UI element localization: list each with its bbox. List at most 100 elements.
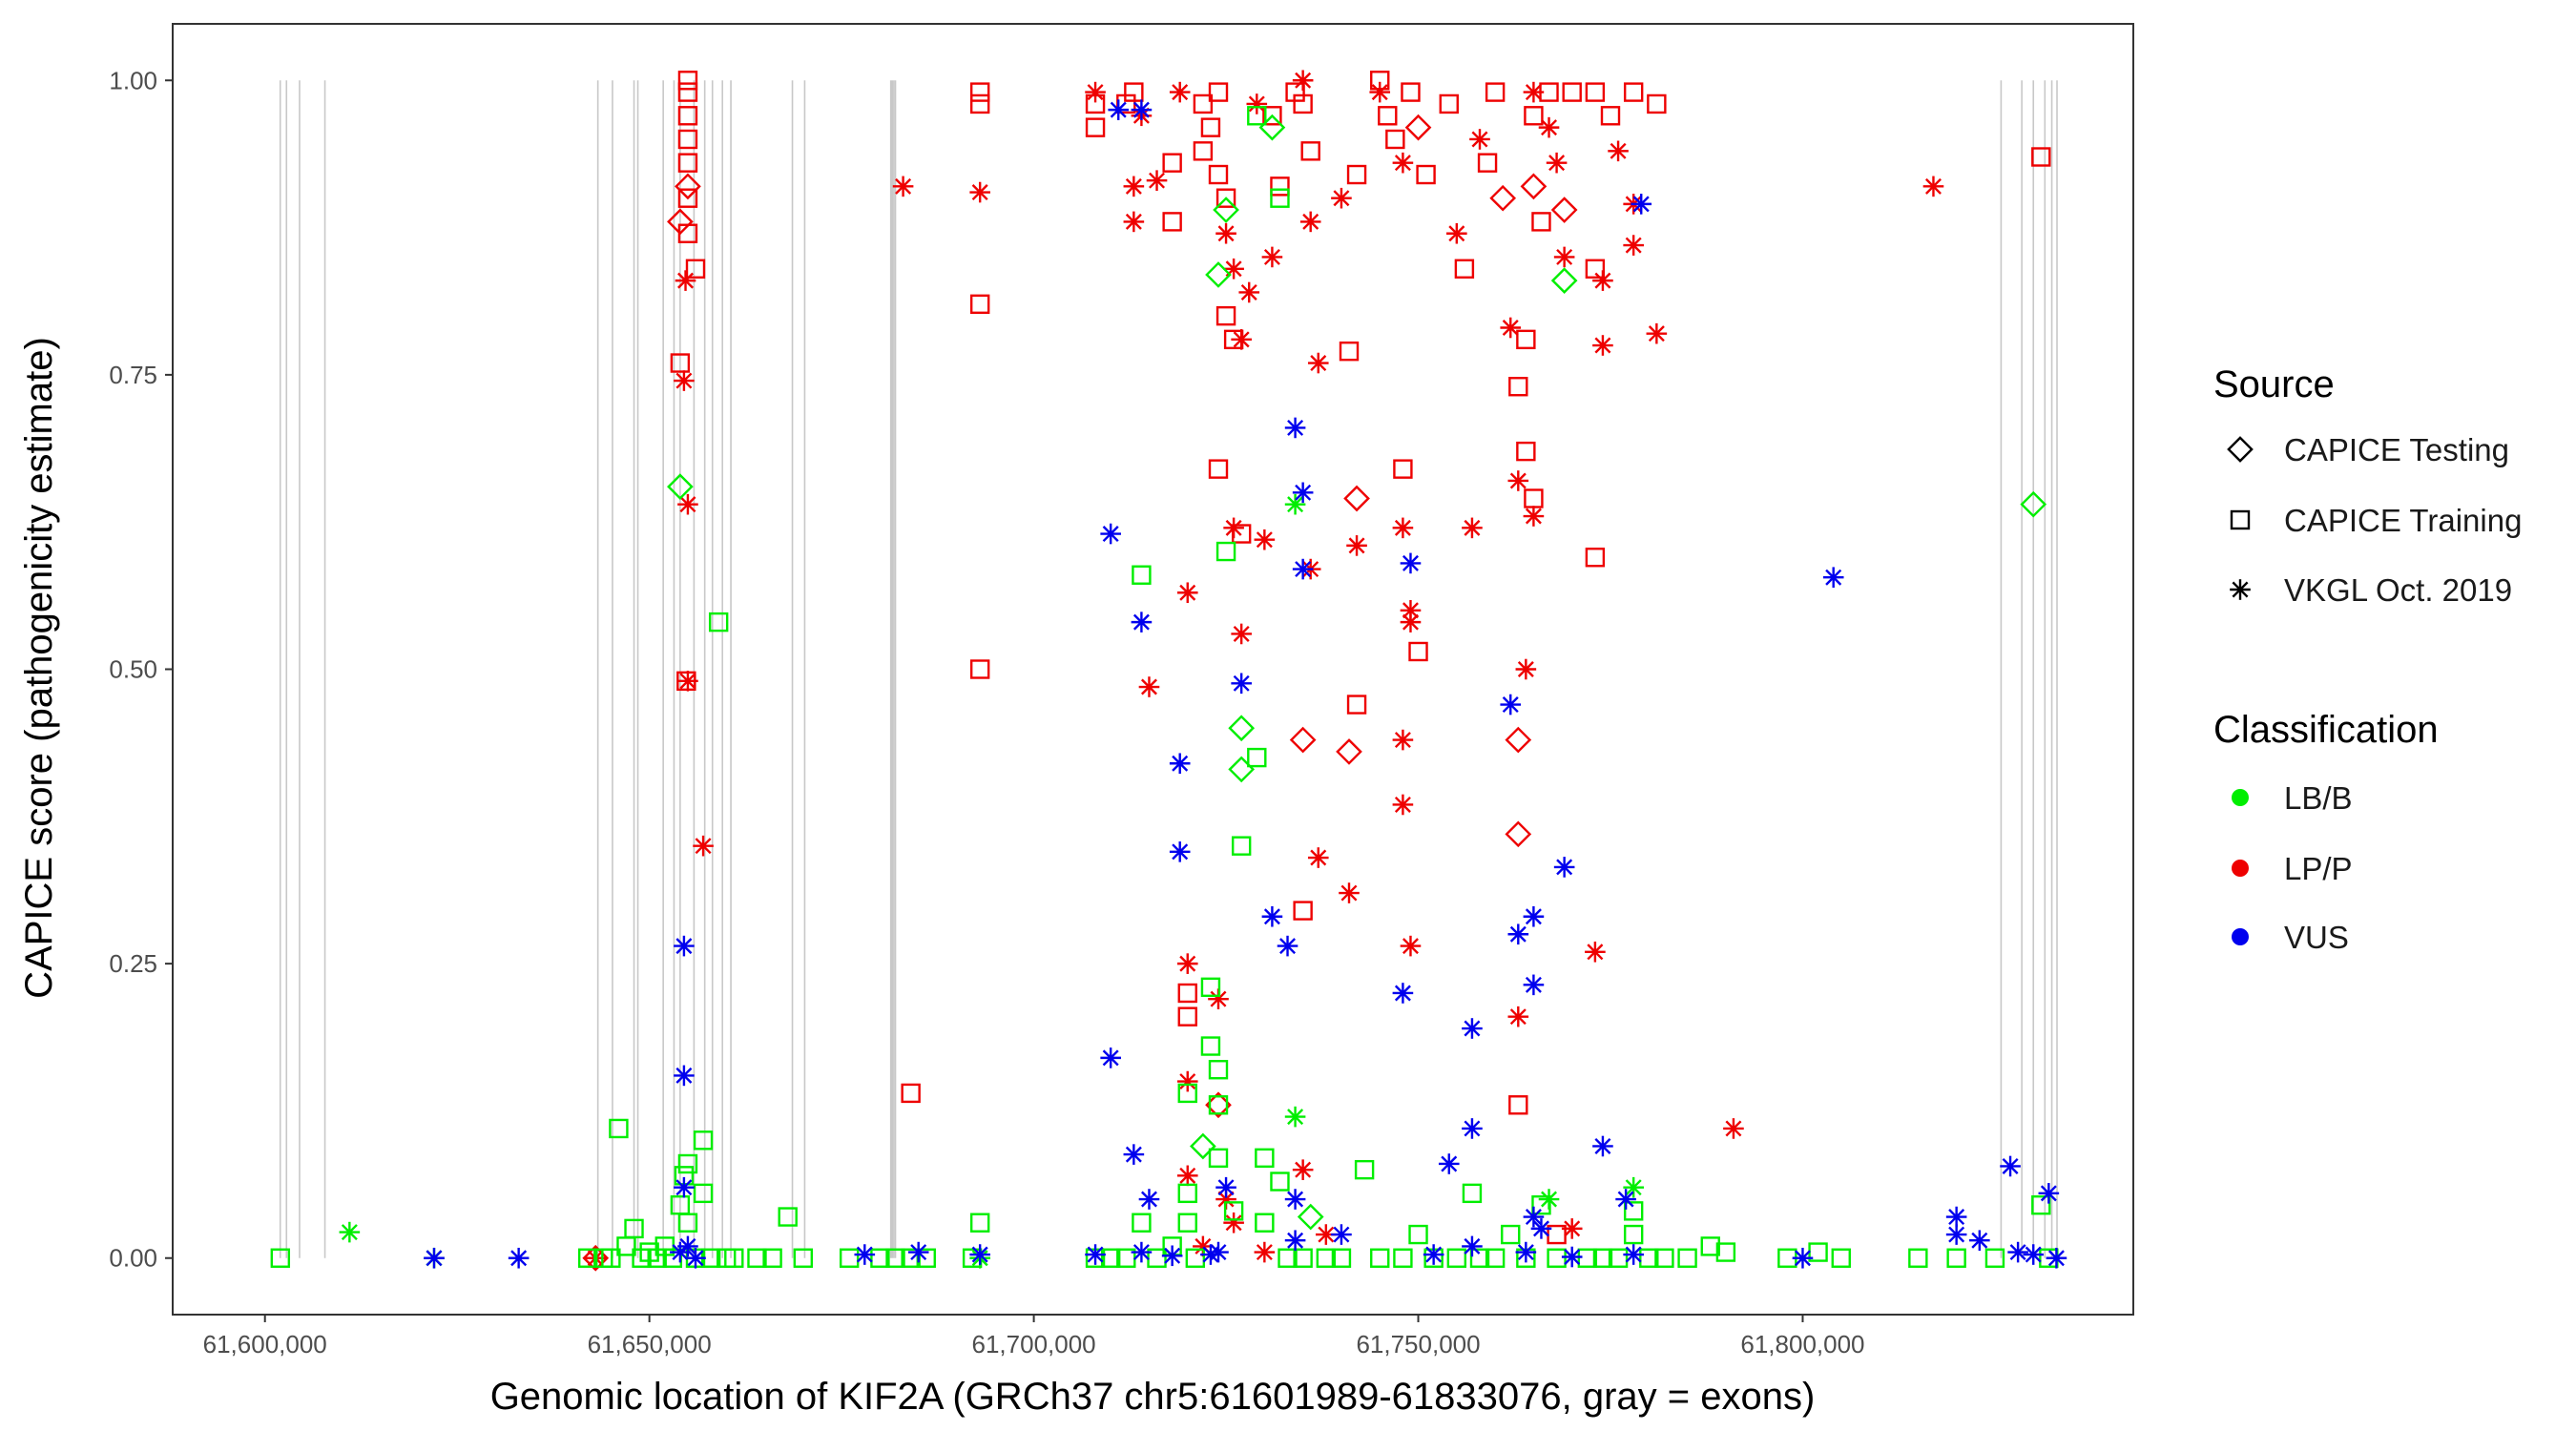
data-point: [1623, 1244, 1644, 1265]
data-point: [762, 1248, 782, 1268]
legend-classification-title: Classification: [2213, 709, 2439, 751]
data-point: [1523, 1206, 1545, 1228]
data-point: [685, 1247, 706, 1269]
data-point: [1223, 1212, 1244, 1234]
data-point: [1385, 129, 1405, 150]
data-point: [2038, 1183, 2060, 1204]
data-point: [1162, 153, 1182, 173]
data-point: [1231, 836, 1252, 856]
data-point: [1278, 1248, 1298, 1268]
data-point: [1515, 1241, 1537, 1263]
data-point: [1462, 1183, 1483, 1204]
data-point: [1378, 106, 1398, 126]
data-point: [1208, 82, 1229, 102]
data-point: [1138, 676, 1160, 697]
data-point: [1446, 1248, 1467, 1268]
data-point: [1489, 184, 1517, 212]
data-point: [1200, 117, 1221, 137]
data-point: [1100, 1047, 1121, 1068]
data-point: [1400, 612, 1422, 633]
data-point: [1100, 523, 1121, 545]
data-point: [1297, 1203, 1324, 1231]
legend-source-key: [2230, 579, 2251, 600]
data-point: [1123, 1144, 1145, 1165]
data-point: [1292, 482, 1314, 504]
data-point: [1085, 81, 1106, 103]
legend: Source CAPICE Testing CAPICE Training VKGL …: [2213, 363, 2522, 955]
data-point: [1289, 726, 1317, 754]
data-point: [793, 1248, 814, 1268]
data-point: [1169, 81, 1191, 103]
data-point: [1132, 565, 1152, 585]
data-point: [1132, 1213, 1152, 1233]
data-point: [1462, 1235, 1483, 1257]
x-tick-label: 61,750,000: [1356, 1330, 1480, 1358]
data-point: [424, 1247, 445, 1269]
data-point: [1553, 246, 1575, 268]
data-point: [1208, 1241, 1229, 1263]
data-point: [1161, 1245, 1183, 1267]
data-point: [1261, 905, 1283, 927]
data-point: [1231, 329, 1252, 350]
data-point: [1270, 188, 1290, 208]
data-point: [1208, 459, 1229, 479]
data-point: [1346, 695, 1367, 715]
data-point: [1485, 82, 1506, 102]
data-point: [1277, 935, 1298, 957]
data-point: [1208, 1095, 1229, 1115]
data-point: [1193, 141, 1214, 161]
data-point: [1123, 211, 1145, 233]
data-point: [1969, 1230, 1990, 1252]
data-point: [1284, 417, 1306, 439]
data-point: [1336, 738, 1362, 765]
data-point: [1131, 1241, 1153, 1263]
data-point: [885, 1248, 905, 1268]
data-point: [1946, 1248, 1966, 1268]
data-point: [1530, 1218, 1552, 1239]
data-point: [1524, 488, 1544, 508]
data-point: [1592, 335, 1613, 356]
data-point: [677, 71, 698, 91]
data-point: [1392, 983, 1414, 1004]
data-point: [677, 82, 698, 102]
data-point: [1984, 1248, 2005, 1268]
data-point: [1316, 1248, 1337, 1268]
data-point: [1238, 281, 1260, 303]
data-point: [1299, 211, 1321, 233]
data-point: [1623, 82, 1644, 102]
data-point: [677, 106, 698, 126]
data-point: [1831, 1248, 1851, 1268]
data-point: [1108, 99, 1130, 120]
data-point: [1255, 1213, 1275, 1233]
data-point: [724, 1248, 744, 1268]
data-point: [1647, 93, 1667, 114]
data-point: [1284, 1189, 1306, 1210]
data-point: [670, 1241, 691, 1263]
data-point: [1723, 1118, 1744, 1139]
data-point: [1523, 905, 1545, 927]
y-tick-label: 0.25: [109, 949, 157, 978]
data-point: [1131, 99, 1153, 120]
data-point: [339, 1221, 361, 1243]
data-point: [1169, 841, 1191, 862]
data-point: [1562, 82, 1582, 102]
data-point: [1215, 188, 1236, 208]
data-point: [1123, 176, 1145, 197]
axes: 0.00 0.25 0.50 0.75 1.00 61,600,000 61,650,000…: [109, 66, 1864, 1358]
data-point: [1608, 1248, 1629, 1268]
data-point: [1400, 599, 1422, 621]
data-point: [667, 473, 694, 501]
data-point: [1592, 270, 1613, 291]
data-point: [1501, 1224, 1521, 1245]
data-point: [969, 294, 990, 315]
x-axis-title: Genomic location of KIF2A (GRCh37 chr5:6…: [490, 1376, 1816, 1418]
data-point: [1307, 352, 1329, 374]
data-point: [677, 1213, 698, 1233]
data-point: [2007, 1241, 2028, 1263]
data-point: [1200, 1036, 1221, 1056]
data-point: [854, 1244, 876, 1265]
data-point: [1623, 1201, 1644, 1221]
data-point: [1700, 1236, 1720, 1256]
data-point: [2020, 490, 2047, 518]
